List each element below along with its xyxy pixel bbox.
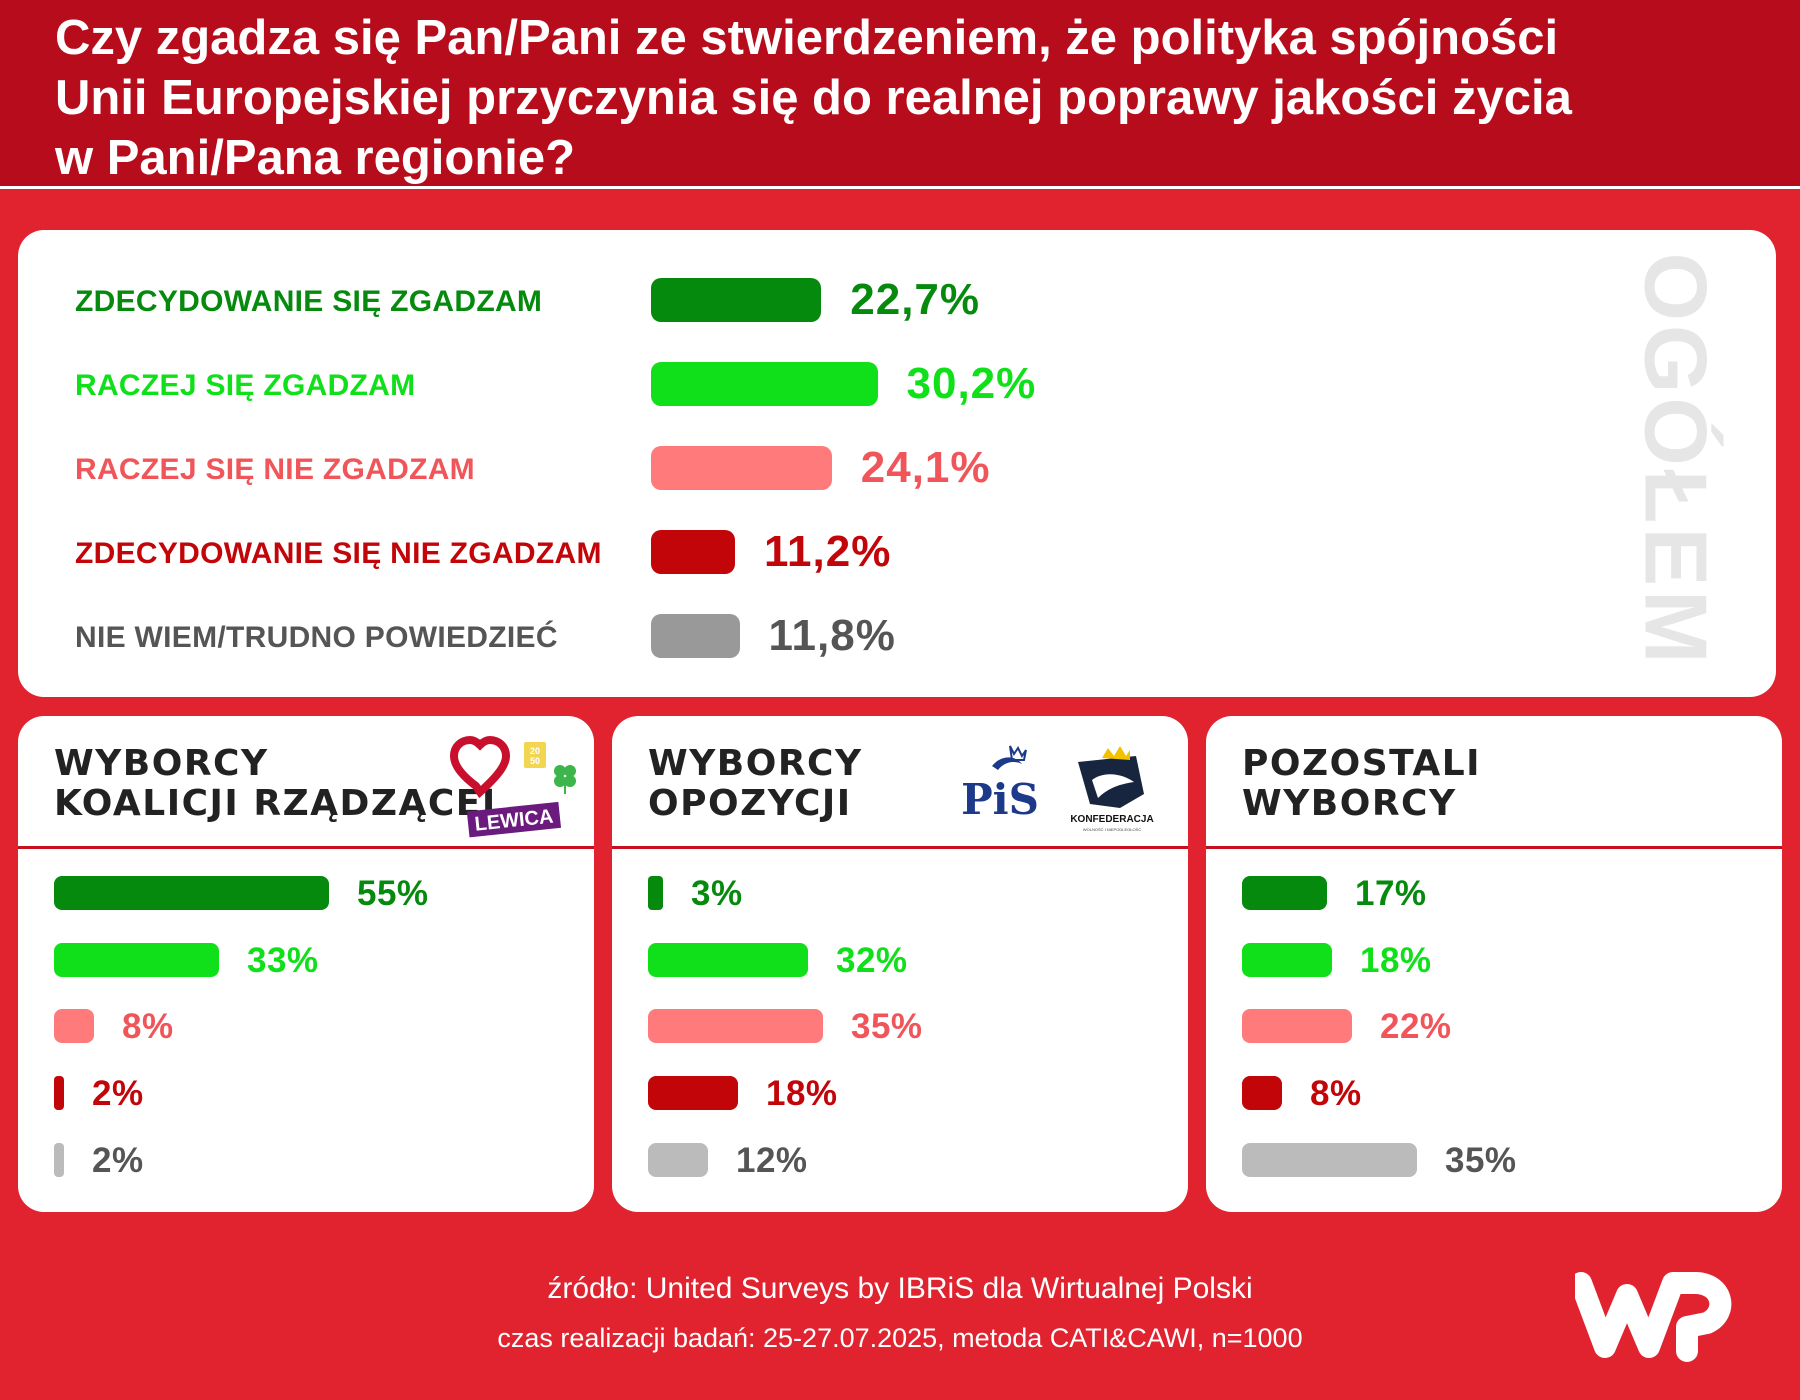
panel-value-strongly-disagree: 2% bbox=[92, 1074, 144, 1113]
chart-title: Czy zgadza się Pan/Pani ze stwierdzeniem… bbox=[55, 8, 1655, 188]
overall-bar-strongly-disagree bbox=[651, 530, 735, 574]
panel-bar-agree bbox=[648, 943, 808, 977]
overall-label-strongly-disagree: ZDECYDOWANIE SIĘ NIE ZGADZAM bbox=[75, 537, 602, 570]
pis-text: PiS bbox=[961, 775, 1039, 824]
coalition-logos: 20 50 LEWICA bbox=[449, 730, 580, 842]
overall-value-disagree: 24,1% bbox=[860, 443, 991, 492]
panel-value-dont-know: 2% bbox=[92, 1141, 144, 1180]
panel-value-strongly-disagree: 8% bbox=[1310, 1074, 1362, 1113]
svg-text:50: 50 bbox=[530, 756, 540, 766]
panel-bar-dont-know bbox=[54, 1143, 64, 1177]
overall-bar-agree bbox=[651, 362, 878, 406]
panel-value-dont-know: 35% bbox=[1445, 1141, 1517, 1180]
overall-label-strongly-agree: ZDECYDOWANIE SIĘ ZGADZAM bbox=[75, 285, 543, 318]
polska-2050-logo: 20 50 bbox=[524, 742, 546, 768]
panel-opposition-title-line-2: OPOZYCJI bbox=[648, 783, 852, 824]
panel-value-strongly-agree: 17% bbox=[1355, 874, 1427, 913]
overall-value-agree: 30,2% bbox=[906, 359, 1037, 408]
panel-bar-disagree bbox=[648, 1009, 823, 1043]
panel-value-strongly-agree: 3% bbox=[691, 874, 743, 913]
heart-logo bbox=[449, 735, 511, 799]
panel-value-agree: 32% bbox=[836, 941, 908, 980]
panel-other-title-line-1: POZOSTALI bbox=[1242, 743, 1482, 784]
panel-divider bbox=[612, 846, 1188, 849]
panel-value-agree: 18% bbox=[1360, 941, 1432, 980]
konfederacja-subtext: WOLNOŚĆ I NIEPODLEGŁOŚĆ bbox=[1083, 827, 1141, 832]
panel-opposition-title: WYBORCY OPOZYCJI bbox=[648, 744, 863, 824]
panel-bar-agree bbox=[54, 943, 219, 977]
panel-bar-strongly-disagree bbox=[648, 1076, 738, 1110]
panel-other-title: POZOSTALI WYBORCY bbox=[1242, 744, 1481, 824]
panel-other-title-line-2: WYBORCY bbox=[1242, 783, 1457, 824]
opposition-logos: PiS KONFEDERACJA WOLNOŚĆ I NIEPODLEGŁOŚĆ bbox=[952, 738, 1172, 838]
panel-value-dont-know: 12% bbox=[736, 1141, 808, 1180]
overall-label-dont-know: NIE WIEM/TRUDNO POWIEDZIEĆ bbox=[75, 621, 558, 654]
source-note: źródło: United Surveys by IBRiS dla Wirt… bbox=[547, 1272, 1253, 1305]
panel-divider bbox=[18, 846, 594, 849]
panel-value-disagree: 22% bbox=[1380, 1007, 1452, 1046]
overall-value-strongly-agree: 22,7% bbox=[850, 275, 981, 324]
konfederacja-logo: KONFEDERACJA WOLNOŚĆ I NIEPODLEGŁOŚĆ bbox=[1070, 746, 1154, 832]
svg-text:20: 20 bbox=[530, 746, 540, 756]
title-line-1: Czy zgadza się Pan/Pani ze stwierdzeniem… bbox=[55, 11, 1559, 65]
panel-divider bbox=[1206, 846, 1782, 849]
panel-bar-disagree bbox=[1242, 1009, 1352, 1043]
overall-label-disagree: RACZEJ SIĘ NIE ZGADZAM bbox=[75, 453, 475, 486]
panel-other: POZOSTALI WYBORCY 17% 18% 22% 8% 35% bbox=[1206, 716, 1782, 1212]
overall-bar-dont-know bbox=[651, 614, 740, 658]
lewica-logo: LEWICA bbox=[466, 801, 562, 838]
panel-bar-strongly-agree bbox=[54, 876, 329, 910]
psl-clover-logo bbox=[554, 765, 576, 794]
panel-bar-strongly-agree bbox=[648, 876, 663, 910]
panel-value-agree: 33% bbox=[247, 941, 319, 980]
overall-bar-disagree bbox=[651, 446, 832, 490]
overall-label-text: OGÓŁEM bbox=[1626, 252, 1726, 668]
overall-bar-strongly-agree bbox=[651, 278, 822, 322]
konfederacja-text: KONFEDERACJA bbox=[1070, 814, 1153, 825]
panel-value-disagree: 35% bbox=[851, 1007, 923, 1046]
panel-bar-dont-know bbox=[1242, 1143, 1417, 1177]
panel-value-strongly-disagree: 18% bbox=[766, 1074, 838, 1113]
survey-details: czas realizacji badań: 25-27.07.2025, me… bbox=[497, 1323, 1303, 1353]
panel-opposition: WYBORCY OPOZYCJI PiS KONFEDERACJA WOLNOŚ… bbox=[612, 716, 1188, 1212]
title-line-3: w Pani/Pana regionie? bbox=[55, 131, 576, 185]
panel-coalition-title-line-2: KOALICJI RZĄDZĄCEJ bbox=[54, 783, 497, 824]
overall-value-strongly-disagree: 11,2% bbox=[764, 527, 892, 576]
pis-logo: PiS bbox=[961, 745, 1039, 824]
header-band: Czy zgadza się Pan/Pani ze stwierdzeniem… bbox=[0, 0, 1800, 189]
panel-value-disagree: 8% bbox=[122, 1007, 174, 1046]
panel-coalition-title-line-1: WYBORCY bbox=[54, 743, 269, 784]
panel-coalition-title: WYBORCY KOALICJI RZĄDZĄCEJ bbox=[54, 744, 497, 824]
panel-bar-agree bbox=[1242, 943, 1332, 977]
panel-value-strongly-agree: 55% bbox=[357, 874, 429, 913]
overall-panel: ZDECYDOWANIE SIĘ ZGADZAM 22,7% RACZEJ SIĘ … bbox=[18, 230, 1776, 697]
panel-opposition-title-line-1: WYBORCY bbox=[648, 743, 863, 784]
panel-coalition: WYBORCY KOALICJI RZĄDZĄCEJ 20 50 LEWICA … bbox=[18, 716, 594, 1212]
overall-label-agree: RACZEJ SIĘ ZGADZAM bbox=[75, 369, 416, 402]
panel-bar-strongly-disagree bbox=[54, 1076, 64, 1110]
overall-value-dont-know: 11,8% bbox=[768, 611, 896, 660]
title-line-2: Unii Europejskiej przyczynia się do real… bbox=[55, 71, 1572, 125]
panel-bar-dont-know bbox=[648, 1143, 708, 1177]
wp-logo bbox=[1570, 1265, 1735, 1365]
panel-bar-strongly-disagree bbox=[1242, 1076, 1282, 1110]
panel-bar-disagree bbox=[54, 1009, 94, 1043]
panel-bar-strongly-agree bbox=[1242, 876, 1327, 910]
overall-label: OGÓŁEM bbox=[1627, 252, 1726, 667]
